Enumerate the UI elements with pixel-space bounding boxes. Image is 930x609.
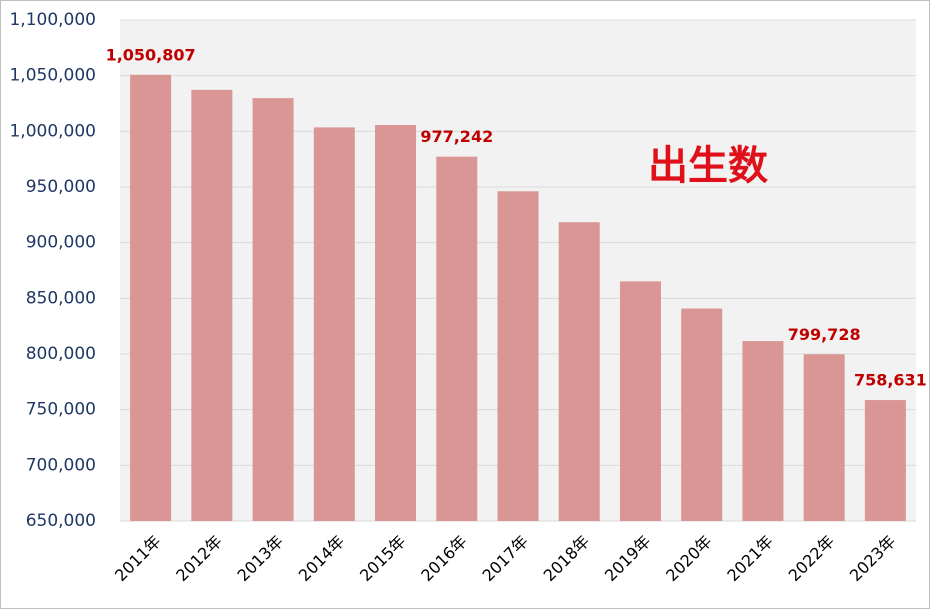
bar (436, 156, 478, 521)
bar (313, 127, 355, 521)
bar (375, 125, 417, 521)
bar (803, 354, 845, 521)
bar (130, 74, 172, 522)
y-tick-label: 1,000,000 (9, 121, 96, 141)
y-tick-label: 750,000 (26, 400, 96, 420)
bar (191, 89, 233, 521)
y-tick-label: 650,000 (26, 511, 96, 531)
bar (864, 400, 906, 521)
y-tick-label: 900,000 (26, 233, 96, 253)
bar (681, 308, 723, 521)
value-label: 1,050,807 (106, 45, 196, 64)
y-tick-label: 1,100,000 (9, 10, 96, 30)
bar (619, 281, 661, 521)
value-label: 799,728 (788, 325, 861, 344)
y-tick-label: 1,050,000 (9, 66, 96, 86)
y-tick-label: 850,000 (26, 288, 96, 308)
value-label: 758,631 (854, 371, 927, 390)
annotation: 出生数 (648, 143, 768, 189)
y-tick-label: 700,000 (26, 455, 96, 475)
bar (497, 191, 539, 522)
value-label: 977,242 (420, 127, 493, 146)
y-tick-label: 950,000 (26, 177, 96, 197)
bar (558, 222, 600, 521)
bar (742, 341, 784, 521)
bar (252, 98, 294, 521)
y-tick-label: 800,000 (26, 344, 96, 364)
